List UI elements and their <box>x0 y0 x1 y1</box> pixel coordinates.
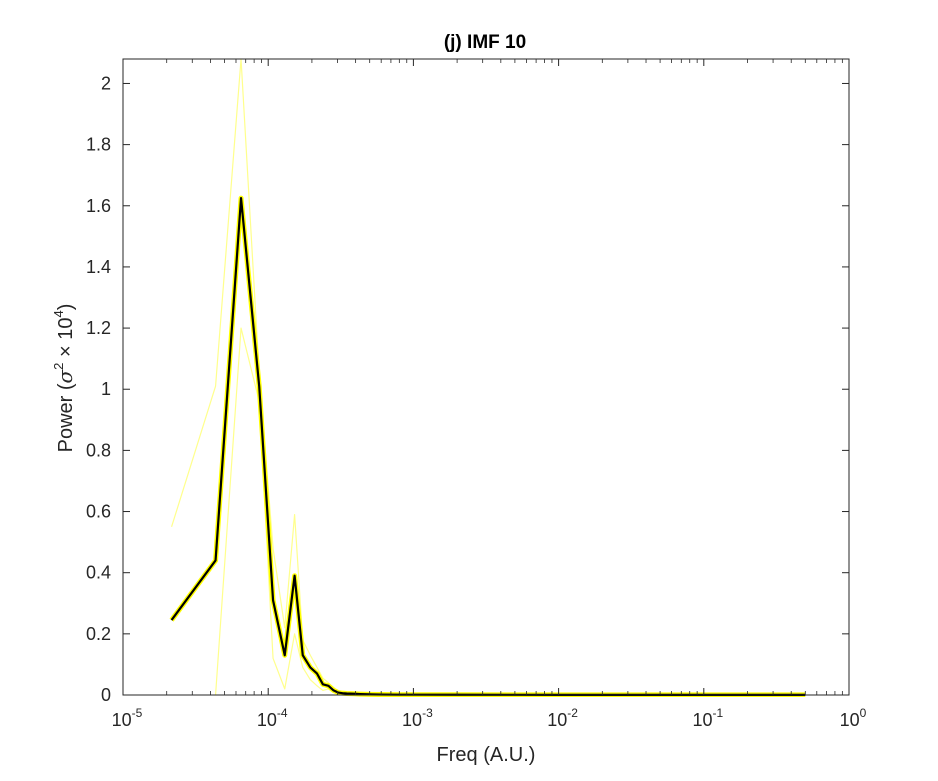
x-tick-label: 10-4 <box>257 706 288 730</box>
y-axis-label-symbol: σ <box>53 368 77 383</box>
y-tick-label: 2 <box>101 73 111 93</box>
x-tick-label: 10-1 <box>692 706 723 730</box>
y-tick-label: 0 <box>101 685 111 705</box>
y-tick-label: 1.2 <box>86 318 111 338</box>
y-tick-label: 1.8 <box>86 135 111 155</box>
y-tick-labels: 0 0.2 0.4 0.6 0.8 1 1.2 1.4 1.6 1.8 2 <box>86 73 111 705</box>
axes-box <box>122 58 850 696</box>
y-axis-label-exp1: 2 <box>51 363 66 370</box>
y-tick-label: 0.8 <box>86 440 111 460</box>
y-axis-label-prefix: Power ( <box>55 383 77 452</box>
chart-title: (j) IMF 10 <box>444 32 526 53</box>
y-axis-label-suffix: ) <box>55 304 77 311</box>
y-axis-label: Power (σ2 × 104) <box>51 304 77 453</box>
y-tick-label: 1.6 <box>86 196 111 216</box>
y-tick-label: 1.4 <box>86 257 111 277</box>
x-tick-labels: 10-5 10-4 10-3 10-2 10-1 100 <box>112 706 867 730</box>
axes-layer <box>122 58 850 696</box>
x-axis-label: Freq (A.U.) <box>437 744 536 766</box>
x-tick-label: 100 <box>840 706 867 730</box>
x-tick-label: 10-3 <box>402 706 433 730</box>
y-tick-label: 1 <box>101 379 111 399</box>
y-axis-label-times: × 10 <box>55 318 77 363</box>
plot-area <box>123 59 849 695</box>
y-tick-label: 0.4 <box>86 563 111 583</box>
x-tick-label: 10-2 <box>547 706 578 730</box>
y-tick-label: 0.2 <box>86 624 111 644</box>
x-tick-label: 10-5 <box>112 706 143 730</box>
y-tick-label: 0.6 <box>86 502 111 522</box>
y-axis-label-exp2: 4 <box>51 310 66 317</box>
